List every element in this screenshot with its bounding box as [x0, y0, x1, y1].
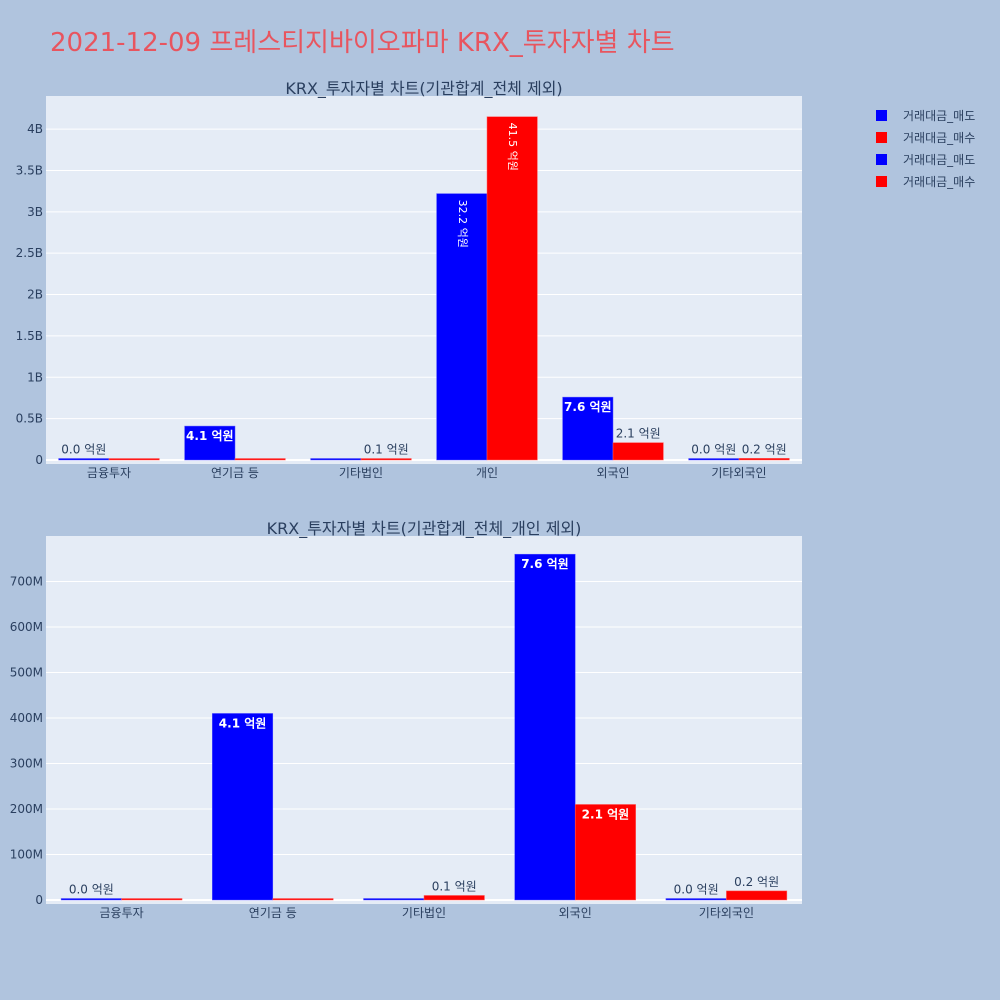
bar-sell — [562, 396, 614, 461]
data-label: 0.2 억원 — [742, 442, 787, 456]
data-label: 7.6 억원 — [564, 400, 612, 414]
bar-buy — [272, 898, 334, 901]
x-tick-label: 기타외국인 — [711, 466, 766, 480]
legend-swatch-sell — [876, 153, 887, 165]
data-label: 32.2 억원 — [456, 200, 469, 248]
bar-buy — [108, 458, 160, 461]
bar-sell — [514, 553, 576, 901]
y-tick-label: 0.5B — [16, 412, 43, 426]
bar-buy — [612, 442, 664, 461]
y-tick-label: 700M — [10, 575, 43, 589]
bar-buy — [574, 804, 636, 901]
x-tick-label: 개인 — [476, 466, 498, 480]
bar-sell — [363, 898, 425, 901]
legend-label: 거래대금_매수 — [903, 130, 976, 145]
bar-sell — [212, 713, 274, 901]
data-label: 0.0 억원 — [61, 443, 106, 457]
legend-item-sell[interactable]: 거래대금_매도 — [876, 148, 975, 170]
x-tick-label: 금융투자 — [100, 906, 144, 920]
legend[interactable]: 거래대금_매도 거래대금_매수 거래대금_매도 거래대금_매수 — [876, 104, 975, 192]
bar-buy — [121, 898, 183, 901]
chart-title: KRX_투자자별 차트(기관합계_전체_개인 제외) — [267, 519, 582, 539]
x-tick-label: 기타법인 — [339, 466, 383, 480]
y-tick-label: 1B — [27, 370, 43, 384]
y-tick-label: 3B — [27, 205, 43, 219]
data-label: 2.1 억원 — [582, 807, 630, 821]
x-tick-label: 외국인 — [559, 906, 592, 920]
bar-sell — [436, 193, 488, 461]
y-tick-label: 400M — [10, 711, 43, 725]
bar-buy — [738, 458, 790, 461]
bar-sell — [60, 898, 122, 901]
y-tick-label: 1.5B — [16, 329, 43, 343]
bar-buy — [726, 890, 788, 901]
data-label: 0.0 억원 — [691, 443, 736, 457]
legend-label: 거래대금_매도 — [903, 152, 976, 167]
x-tick-label: 연기금 등 — [211, 466, 259, 480]
x-tick-label: 연기금 등 — [249, 906, 297, 920]
bar-sell — [665, 898, 727, 901]
legend-item-buy[interactable]: 거래대금_매수 — [876, 126, 975, 148]
x-tick-label: 외국인 — [596, 466, 629, 480]
y-tick-label: 4B — [27, 122, 43, 136]
data-label: 0.1 억원 — [432, 879, 477, 893]
y-tick-label: 2.5B — [16, 246, 43, 260]
bar-buy — [234, 458, 286, 461]
chart-title: KRX_투자자별 차트(기관합계_전체 제외) — [285, 79, 562, 99]
data-label: 41.5 억원 — [506, 123, 519, 171]
y-tick-label: 100M — [10, 848, 43, 862]
legend-label: 거래대금_매수 — [903, 174, 976, 189]
bar-sell — [184, 425, 236, 461]
bar-sell — [58, 458, 110, 461]
data-label: 4.1 억원 — [219, 716, 267, 730]
data-label: 0.1 억원 — [364, 443, 409, 457]
page-title: 2021-12-09 프레스티지바이오파마 KRX_투자자별 차트 — [50, 28, 675, 58]
legend-swatch-sell — [876, 109, 887, 121]
bar-sell — [310, 458, 362, 461]
bar-buy — [423, 895, 485, 901]
y-tick-label: 200M — [10, 802, 43, 816]
data-label: 4.1 억원 — [186, 429, 234, 443]
y-tick-label: 500M — [10, 666, 43, 680]
plot-area — [46, 536, 802, 904]
legend-swatch-buy — [876, 131, 887, 143]
y-tick-label: 300M — [10, 757, 43, 771]
legend-item-sell[interactable]: 거래대금_매도 — [876, 104, 975, 126]
y-tick-label: 0 — [35, 893, 43, 907]
data-label: 0.2 억원 — [734, 875, 779, 889]
data-label: 0.0 억원 — [674, 883, 719, 897]
x-tick-label: 금융투자 — [87, 466, 131, 480]
x-tick-label: 기타법인 — [402, 906, 446, 920]
bar-sell — [688, 458, 740, 461]
y-tick-label: 600M — [10, 620, 43, 634]
x-tick-label: 기타외국인 — [699, 906, 754, 920]
data-label: 0.0 억원 — [69, 883, 114, 897]
legend-swatch-buy — [876, 175, 887, 187]
data-label: 7.6 억원 — [521, 557, 569, 571]
bar-buy — [360, 458, 412, 461]
y-tick-label: 0 — [35, 453, 43, 467]
data-label: 2.1 억원 — [616, 427, 661, 441]
legend-item-buy[interactable]: 거래대금_매수 — [876, 170, 975, 192]
y-tick-label: 3.5B — [16, 163, 43, 177]
legend-label: 거래대금_매도 — [903, 108, 976, 123]
plot-area — [46, 96, 802, 464]
bar-buy — [486, 116, 538, 461]
y-tick-label: 2B — [27, 288, 43, 302]
